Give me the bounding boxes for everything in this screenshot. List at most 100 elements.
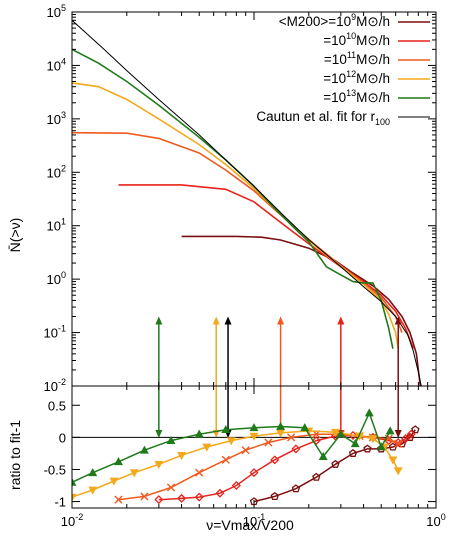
ratio-point-3-15 [388, 456, 398, 465]
ratio-point-1-7 [291, 444, 301, 454]
top-y-tick-label-0: 10-2 [44, 377, 66, 394]
top-y-tick-label-4: 102 [47, 163, 66, 180]
ratio-point-4-12 [350, 439, 360, 448]
ratio-point-4-14 [376, 442, 386, 451]
ratio-point-3-8 [249, 432, 259, 441]
legend-entry-1: =1010M⊙/h [323, 31, 430, 48]
top-series-line-1 [118, 184, 415, 349]
ratio-point-2-12 [384, 434, 393, 443]
svg-text:=1013M⊙/h: =1013M⊙/h [323, 88, 390, 105]
ratio-point-2-1 [140, 492, 149, 501]
ratio-point-1-6 [270, 455, 280, 465]
bottom-y-tick-label-0: -1 [54, 495, 66, 510]
ratio-point-4-0 [72, 477, 77, 486]
marker-arrow-2 [224, 316, 232, 438]
ratio-point-2-6 [264, 438, 273, 447]
marker-arrow-0 [155, 316, 163, 438]
top-panel: 10-2 10-1 100 101 102 103 104 105 [44, 3, 437, 438]
marker-arrow-3 [277, 316, 285, 438]
bottom-y-tick-label-3: 0.5 [48, 398, 66, 413]
marker-arrow-4 [337, 316, 345, 438]
top-y-tick-label-5: 103 [47, 110, 66, 127]
bottom-y-axis-label: ratio to fit-1 [7, 420, 23, 490]
marker-arrow-5 [394, 316, 402, 438]
legend: <M200>=109M⊙/h =1010M⊙/h =1011M⊙/h =1012M⊙/… [256, 12, 430, 127]
legend-entry-3: =1012M⊙/h [323, 69, 430, 86]
ratio-point-2-3 [195, 468, 204, 477]
svg-text:=1011M⊙/h: =1011M⊙/h [324, 50, 390, 67]
ratio-point-0-6 [363, 444, 372, 453]
legend-entry-4: =1013M⊙/h [323, 88, 430, 105]
top-plot-frame [71, 11, 437, 387]
ratio-point-1-4 [231, 481, 241, 491]
ratio-series-line-1 [158, 433, 412, 501]
top-y-tick-label-1: 10-1 [44, 324, 66, 341]
top-series-line-5 [72, 19, 422, 386]
top-series-line-4 [72, 48, 394, 349]
ratio-point-1-1 [177, 493, 187, 503]
ratio-point-2-5 [241, 446, 250, 455]
ratio-point-1-3 [215, 488, 225, 498]
legend-entry-5: Cautun et al. fit for r100 [256, 109, 430, 127]
ratio-point-4-3 [139, 445, 149, 454]
x-tick-label-2: 100 [426, 512, 445, 529]
legend-entry-2: =1011M⊙/h [324, 50, 430, 67]
top-y-tick-label-7: 105 [47, 3, 66, 20]
ratio-point-3-3 [129, 469, 139, 478]
ratio-point-4-2 [114, 457, 123, 466]
ratio-point-2-4 [221, 455, 230, 464]
ratio-point-2-2 [166, 483, 176, 492]
top-series-line-0 [181, 235, 422, 386]
ratio-point-3-5 [177, 451, 187, 460]
ratio-point-3-16 [393, 467, 403, 476]
ratio-point-0-11 [411, 425, 420, 434]
ratio-series-line-4 [72, 410, 391, 483]
ratio-point-3-2 [109, 477, 119, 486]
bottom-y-tick-label-1: -0.5 [44, 462, 66, 477]
top-y-tick-label-6: 104 [47, 56, 66, 73]
ratio-point-4-4 [166, 435, 176, 444]
svg-text:=1012M⊙/h: =1012M⊙/h [323, 69, 390, 86]
ratio-series-line-0 [253, 429, 416, 503]
bottom-y-tick-label-2: 0 [59, 430, 66, 445]
legend-entry-0: <M200>=109M⊙/h [279, 12, 430, 29]
top-series-line-2 [72, 131, 403, 333]
ratio-point-4-5 [194, 429, 204, 438]
ratio-point-2-0 [114, 495, 123, 504]
svg-text:Cautun et al. fit for r100: Cautun et al. fit for r100 [256, 109, 390, 127]
ratio-point-2-7 [287, 433, 296, 442]
ratio-point-1-0 [154, 495, 164, 505]
ratio-point-3-7 [226, 437, 236, 446]
marker-arrow-1 [212, 316, 220, 438]
ratio-point-0-1 [270, 491, 279, 501]
x-axis-label: ν=Vmax/V200 [206, 517, 294, 533]
ratio-point-4-6 [221, 425, 231, 434]
bottom-panel: -1 -0.5 0 0.5 10-2 10-1 100 [44, 385, 446, 529]
ratio-point-4-10 [318, 452, 328, 461]
ratio-point-4-8 [276, 421, 286, 430]
ratio-point-3-6 [202, 443, 212, 452]
ratio-point-3-13 [368, 435, 378, 444]
top-y-tick-label-3: 101 [47, 217, 66, 234]
ratio-point-3-0 [72, 493, 77, 502]
ratio-point-4-15 [385, 426, 395, 435]
ratio-point-4-13 [364, 408, 374, 417]
ratio-point-3-11 [330, 428, 340, 437]
ratio-point-1-15 [406, 429, 416, 439]
x-tick-label-1: 10-1 [243, 512, 265, 529]
top-y-axis-label: N̄(>ν) [7, 218, 23, 253]
ratio-point-0-4 [331, 459, 340, 468]
ratio-point-3-9 [276, 429, 286, 438]
ratio-point-0-3 [312, 472, 321, 481]
ratio-point-3-1 [88, 486, 98, 495]
top-y-tick-label-2: 100 [47, 270, 66, 287]
ratio-point-1-14 [400, 434, 411, 444]
ratio-point-1-2 [194, 492, 204, 502]
ratio-point-4-9 [300, 423, 310, 432]
ratio-point-4-7 [249, 423, 259, 432]
ratio-point-4-1 [88, 468, 98, 477]
ratio-point-2-13 [394, 439, 403, 448]
ratio-point-0-5 [348, 448, 358, 457]
ratio-point-1-8 [311, 436, 321, 446]
